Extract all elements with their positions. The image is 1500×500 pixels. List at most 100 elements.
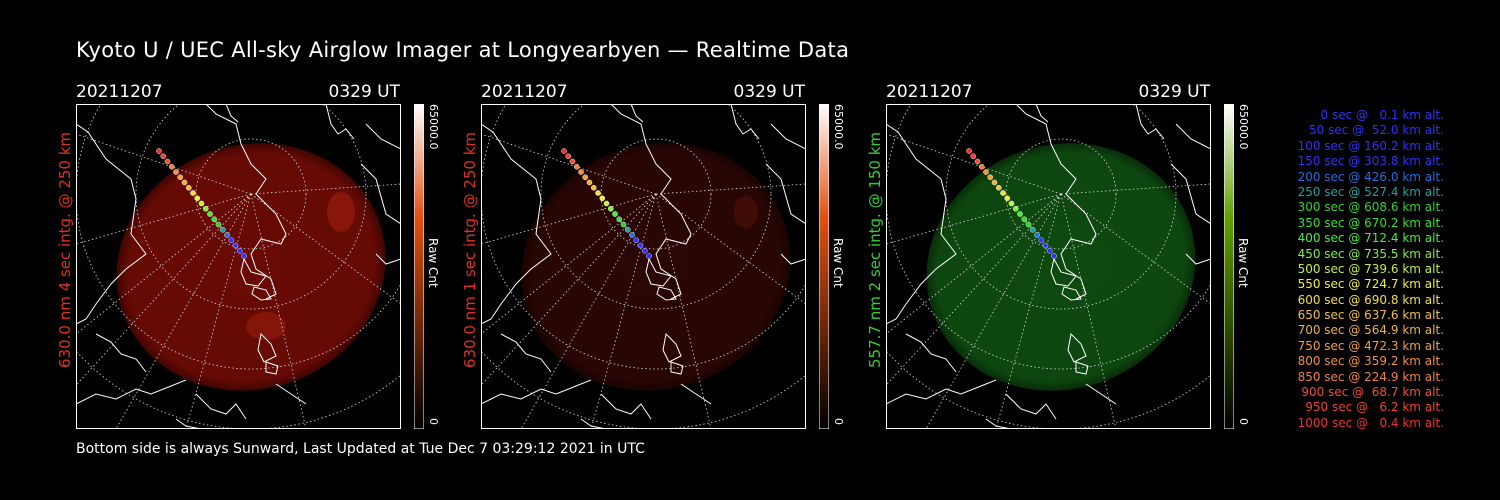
trajectory-dot [641, 247, 648, 254]
trajectory-dot [232, 242, 239, 249]
legend-row: 400 sec @ 712.4 km alt. [1297, 231, 1444, 246]
panel-3-channel-label: 557.7 nm 2 sec intg. @ 150 km [866, 131, 884, 368]
trajectory-dot [1038, 237, 1045, 244]
trajectory-dot [219, 226, 226, 233]
coastline [1175, 123, 1211, 150]
trajectory-dot [599, 195, 606, 202]
trajectory-dot [590, 184, 597, 191]
trajectory-dot [228, 237, 235, 244]
trajectory-dot [194, 195, 201, 202]
trajectory-dot [633, 237, 640, 244]
coastline [600, 393, 652, 420]
latitude-grid-line [135, 104, 367, 310]
longitude-grid-line [76, 133, 252, 195]
panel-1-channel-label: 630.0 nm 4 sec intg. @ 250 km [56, 131, 74, 368]
longitude-grid-line [886, 193, 1062, 386]
trajectory-dot [215, 221, 222, 228]
trajectory-dot [1008, 200, 1015, 207]
coastline [195, 393, 247, 420]
panel-1-colorbar-min: 0 [427, 418, 440, 425]
longitude-grid-line [76, 193, 252, 335]
coastline [500, 333, 552, 373]
longitude-grid-line [1060, 183, 1211, 195]
panel-frame [481, 104, 806, 429]
trajectory-dot [173, 169, 179, 175]
trajectory-dot [573, 163, 580, 170]
trajectory-dot [1004, 195, 1011, 202]
legend-row: 750 sec @ 472.3 km alt. [1297, 338, 1444, 353]
legend-row: 150 sec @ 303.8 km alt. [1297, 154, 1444, 169]
trajectory-dot [224, 232, 230, 238]
coastline [680, 383, 712, 405]
longitude-grid-line [185, 193, 252, 429]
coastline [630, 104, 644, 123]
coastline [886, 123, 957, 325]
trajectory-dot [1012, 205, 1019, 212]
colorbar-gradient [819, 104, 829, 429]
trajectory-dot [177, 174, 184, 181]
longitude-grid-line [655, 193, 712, 429]
coastline [1170, 163, 1211, 225]
airglow-image [926, 143, 1196, 391]
coastline [1035, 104, 1049, 123]
trajectory-dot [211, 216, 218, 223]
coastline [670, 361, 684, 375]
colorbar-gradient [1224, 104, 1234, 429]
trajectory-dot [160, 153, 167, 160]
trajectory-dot [561, 148, 567, 154]
coastline [481, 123, 552, 325]
longitude-grid-line [250, 193, 401, 305]
trajectory-dot [1021, 216, 1028, 223]
trajectory-dot [168, 163, 175, 170]
coastline [905, 333, 957, 373]
trajectory-dot [1034, 232, 1040, 238]
trajectory-dot [198, 200, 205, 207]
coastline [886, 379, 997, 405]
legend-row: 550 sec @ 724.7 km alt. [1297, 277, 1444, 292]
trajectory-dot [629, 232, 635, 238]
legend-row: 100 sec @ 160.2 km alt. [1297, 138, 1444, 153]
panel-2-colorbar-min: 0 [832, 418, 845, 425]
longitude-grid-line [1060, 193, 1211, 305]
panel-1-colorbar-unit: Raw Cnt [426, 238, 440, 288]
coastline [1067, 332, 1087, 363]
colorbar-gradient [414, 104, 424, 429]
panel-1-colorbar [414, 104, 424, 429]
coastline [76, 379, 187, 405]
panel-2-colorbar-unit: Raw Cnt [831, 238, 845, 288]
legend-row: 600 sec @ 690.8 km alt. [1297, 292, 1444, 307]
panel-2-channel-label: 630.0 nm 1 sec intg. @ 250 km [461, 131, 479, 368]
trajectory-dot [978, 163, 985, 170]
trajectory-dot [202, 205, 209, 212]
trajectory-dot [995, 184, 1002, 191]
trajectory-dot [970, 153, 977, 160]
latitude-grid-line [195, 138, 307, 250]
longitude-grid-line [250, 183, 401, 195]
trajectory-dot [983, 169, 989, 175]
longitude-grid-line [250, 193, 307, 429]
longitude-grid-line [481, 193, 657, 386]
coastline [251, 286, 272, 301]
longitude-grid-line [481, 193, 657, 335]
trajectory-dot [1046, 247, 1053, 254]
panel-3-date: 20211207 [886, 82, 973, 102]
trajectory-dot [595, 190, 601, 196]
page-title: Kyoto U / UEC All-sky Airglow Imager at … [76, 38, 850, 62]
legend-row: 350 sec @ 670.2 km alt. [1297, 215, 1444, 230]
coastline [1050, 257, 1077, 287]
panel-frame [886, 104, 1211, 429]
latitude-grid-line [1005, 138, 1117, 250]
panel-3-colorbar-max: 65000.0 [1237, 104, 1250, 150]
aurora-patch [246, 312, 286, 340]
aurora-patch [327, 192, 355, 232]
coastline [1061, 286, 1082, 301]
trajectory-dot [1000, 190, 1006, 196]
panel-3-sky-image [886, 104, 1211, 429]
aurora-patch [734, 196, 758, 228]
trajectory-dot [181, 179, 188, 186]
latitude-grid-line [540, 104, 772, 310]
legend-row: 450 sec @ 735.5 km alt. [1297, 246, 1444, 261]
trajectory-dot [974, 158, 981, 165]
panel-frame [76, 104, 401, 429]
panel-3-colorbar-unit: Raw Cnt [1236, 238, 1250, 288]
